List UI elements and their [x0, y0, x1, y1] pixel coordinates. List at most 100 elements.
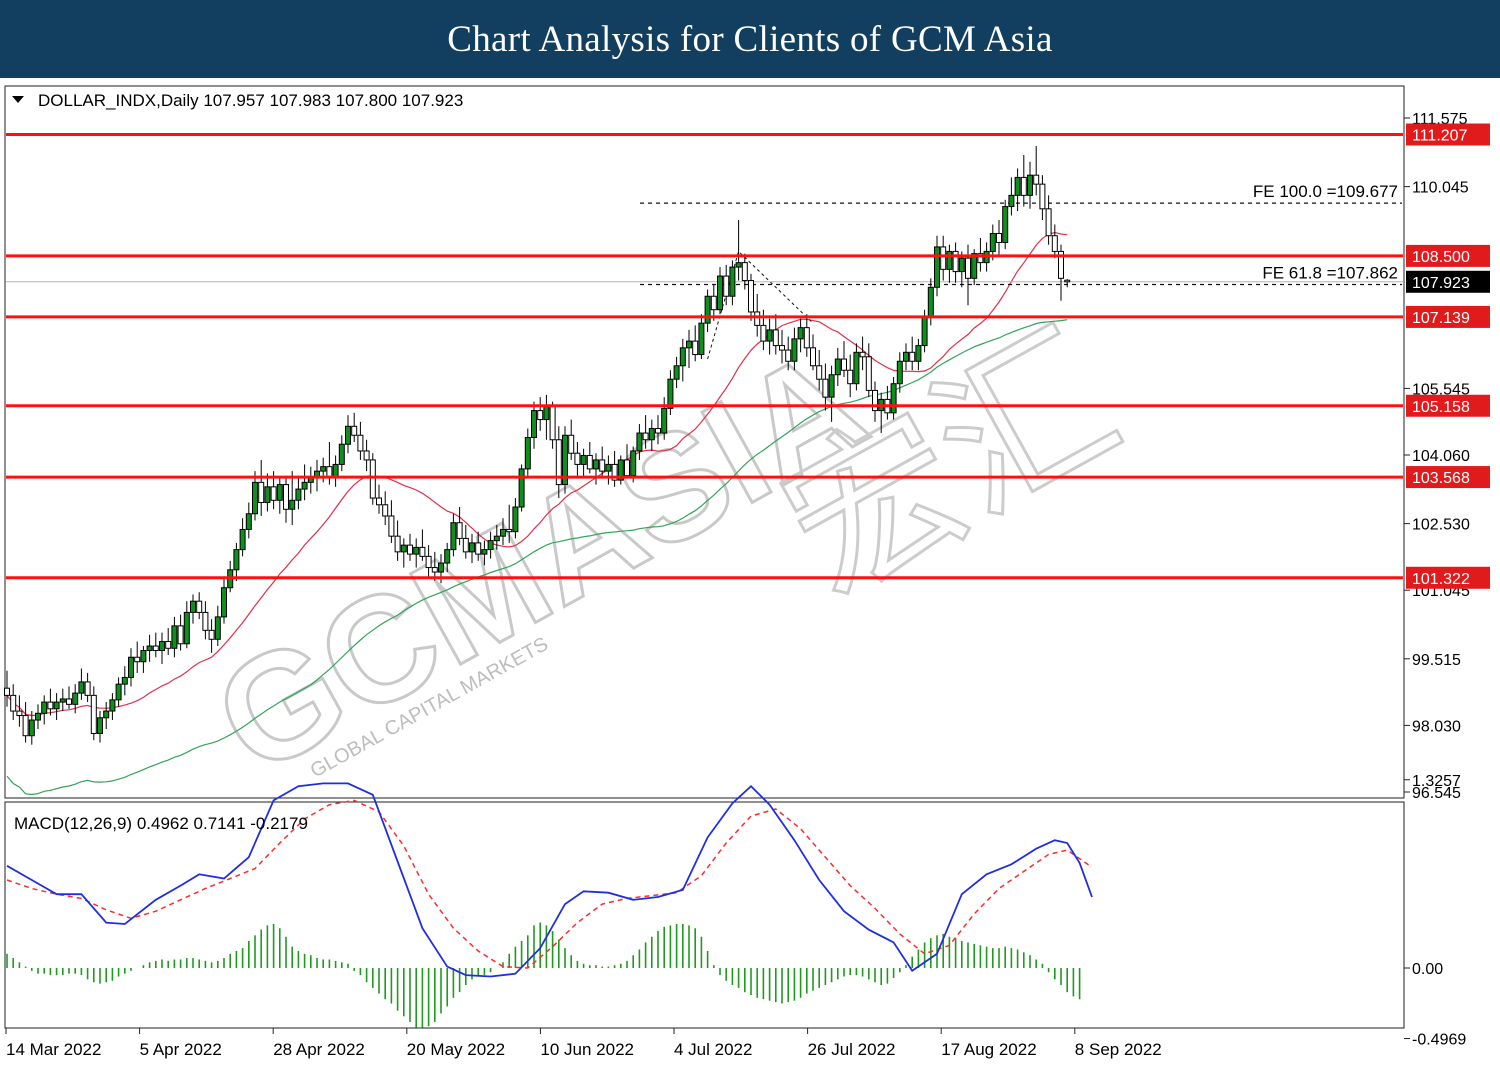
bear-candle	[456, 522, 463, 539]
bear-candle	[859, 351, 866, 358]
bull-candle	[630, 450, 637, 477]
bear-candle	[692, 340, 699, 356]
level-tag	[1406, 244, 1490, 267]
bear-candle	[90, 694, 97, 734]
bull-candle	[252, 481, 258, 515]
bull-candle	[233, 549, 240, 571]
bull-candle	[1008, 194, 1015, 208]
date-tick-label: 4 Jul 2022	[674, 1040, 752, 1059]
bear-candle	[642, 432, 649, 441]
bull-candle	[487, 540, 494, 551]
bear-candle	[47, 701, 54, 710]
fibonacci-label: FE 61.8 =107.862	[1262, 264, 1398, 283]
level-tag	[1406, 394, 1490, 417]
bear-candle	[841, 358, 847, 371]
bear-candle	[599, 459, 606, 472]
bull-candle	[345, 425, 351, 445]
bull-candle	[159, 641, 165, 652]
bull-candle	[686, 340, 692, 349]
bear-candle	[506, 528, 513, 533]
current-price-tag	[1406, 270, 1490, 293]
bull-candle	[221, 587, 227, 618]
bear-candle	[388, 515, 395, 537]
bear-candle	[425, 555, 432, 569]
bear-candle	[996, 232, 1002, 243]
bull-candle	[214, 616, 221, 640]
bull-candle	[239, 528, 246, 551]
fibonacci-trend-line	[707, 250, 814, 360]
bull-candle	[896, 360, 903, 385]
fibonacci-label: FE 100.0 =109.677	[1253, 182, 1398, 201]
bear-candle	[611, 463, 618, 481]
symbol-header: DOLLAR_INDX,Daily 107.957 107.983 107.80…	[38, 91, 463, 110]
price-tick-label: 102.530	[1412, 517, 1470, 534]
date-tick-label: 14 Mar 2022	[6, 1040, 101, 1059]
bull-candle	[704, 295, 711, 324]
bull-candle	[171, 625, 178, 649]
bull-candle	[183, 611, 190, 645]
macd-line	[6, 782, 1093, 978]
bull-candle	[717, 275, 723, 311]
price-tick-label: 105.545	[1412, 381, 1470, 398]
bull-candle	[115, 683, 122, 701]
bull-candle	[276, 484, 283, 501]
bear-candle	[803, 327, 810, 349]
bull-candle	[524, 437, 531, 470]
bull-candle	[698, 322, 705, 356]
bull-candle	[450, 522, 457, 551]
bear-candle	[369, 459, 376, 499]
bear-candle	[152, 645, 159, 652]
moving-averages	[6, 231, 1068, 796]
bull-candle	[580, 454, 587, 465]
bull-candle	[1002, 206, 1009, 243]
bull-candle	[605, 463, 612, 472]
date-tick-label: 8 Sep 2022	[1075, 1040, 1162, 1059]
bull-candle	[661, 407, 668, 434]
bear-candle	[624, 459, 630, 477]
bear-candle	[847, 369, 854, 385]
bear-candle	[1058, 250, 1064, 279]
menu-triangle-icon[interactable]	[12, 96, 24, 103]
macd-tick-label: -0.4969	[1412, 1032, 1466, 1049]
bear-candle	[723, 275, 730, 297]
bull-candle	[735, 262, 742, 268]
bull-candle	[853, 351, 860, 385]
bear-candle	[872, 389, 878, 412]
bull-candle	[128, 656, 134, 678]
bull-candle	[140, 650, 147, 663]
bear-candle	[760, 324, 767, 342]
bear-candle	[475, 542, 482, 555]
bull-candle	[518, 468, 525, 508]
bull-candle	[59, 698, 66, 703]
candles	[4, 146, 1071, 745]
bear-candle	[431, 567, 438, 573]
bear-candle	[865, 356, 872, 391]
level-tag-label: 111.207	[1412, 128, 1468, 145]
level-tag	[1406, 123, 1490, 146]
level-tag-label: 108.500	[1412, 249, 1470, 266]
bull-candle	[338, 443, 345, 465]
bear-candle	[940, 246, 947, 270]
bull-candle	[53, 701, 60, 710]
bull-candle	[934, 246, 940, 288]
bull-candle	[35, 712, 41, 721]
signal-line	[6, 799, 1093, 969]
bear-candle	[1033, 174, 1040, 185]
bull-candle	[903, 351, 909, 362]
macd-axis: 1.3257 0.00 -0.4969	[1404, 773, 1466, 1049]
bear-candle	[822, 378, 829, 398]
bull-candle	[413, 546, 420, 555]
bear-candle	[66, 698, 72, 705]
bear-candle	[270, 486, 277, 501]
bear-candle	[965, 257, 971, 279]
bear-candle	[555, 439, 562, 486]
bull-candle	[927, 286, 934, 317]
macd-tick-label: 0.00	[1412, 961, 1443, 978]
bull-candle	[245, 513, 252, 530]
price-tick-label: 96.545	[1412, 785, 1461, 802]
bear-candle	[4, 687, 10, 696]
level-tag	[1406, 566, 1490, 589]
bull-candle	[295, 488, 302, 501]
bear-candle	[283, 484, 289, 510]
bull-candle	[667, 378, 674, 409]
